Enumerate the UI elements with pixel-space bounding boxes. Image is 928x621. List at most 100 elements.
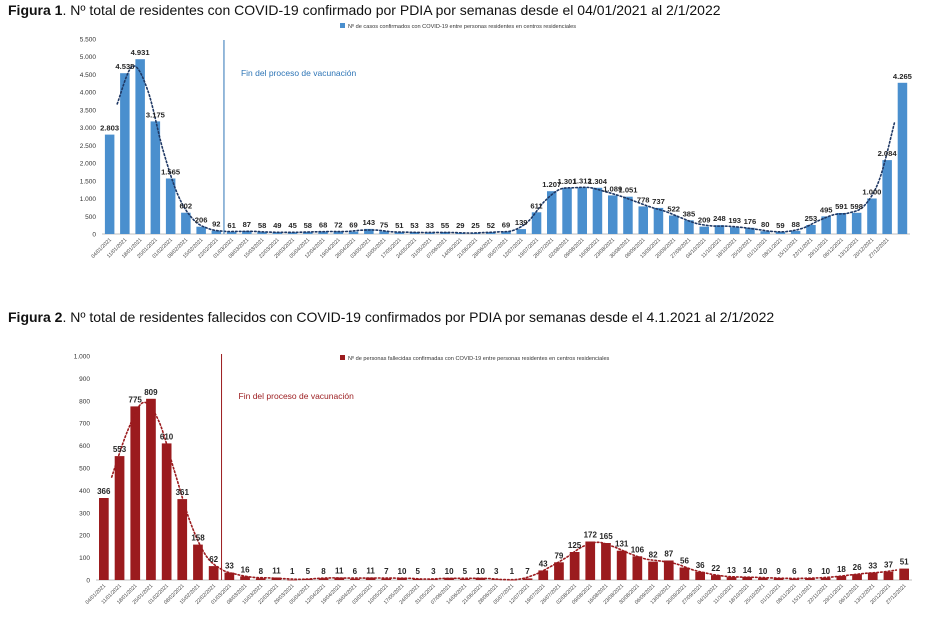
fig1-trend-line xyxy=(116,65,896,234)
fig1-data-label: 139 xyxy=(515,218,528,227)
fig2-bar xyxy=(554,562,564,580)
fig1-y-tick-label: 4.000 xyxy=(80,90,97,97)
fig1-y-tick-label: 500 xyxy=(85,214,96,221)
fig1-bar xyxy=(821,216,831,234)
fig2-data-label: 33 xyxy=(868,562,877,571)
fig1-data-label: 385 xyxy=(683,209,696,218)
fig1-bar xyxy=(638,206,648,234)
fig1-bar xyxy=(120,73,130,234)
fig2-data-label: 553 xyxy=(113,445,127,454)
fig2-bar xyxy=(805,578,815,580)
fig2-bar xyxy=(318,578,329,580)
fig1-data-label: 253 xyxy=(805,214,818,223)
fig2-legend-swatch xyxy=(340,355,345,360)
fig1-data-label: 80 xyxy=(761,220,769,229)
fig2-y-tick-label: 600 xyxy=(79,443,90,450)
fig1-data-label: 52 xyxy=(487,221,495,230)
fig1-bar xyxy=(181,212,191,234)
fig1-bar xyxy=(165,178,176,234)
fig1-data-label: 25 xyxy=(471,221,480,230)
fig2-y-tick-label: 300 xyxy=(79,510,90,517)
fig2-data-label: 62 xyxy=(209,555,218,564)
fig2-bar xyxy=(867,572,878,580)
fig1-bar xyxy=(364,228,374,234)
fig2-data-label: 10 xyxy=(758,567,767,576)
fig1-data-label: 1.000 xyxy=(862,188,881,197)
fig1-data-label: 598 xyxy=(850,202,863,211)
fig1-data-label: 68 xyxy=(319,221,327,230)
fig1-bar xyxy=(135,59,145,235)
fig1-data-label: 611 xyxy=(530,201,543,210)
fig2-bar xyxy=(459,578,470,580)
fig2-data-label: 8 xyxy=(259,567,264,576)
fig1-data-label: 2.803 xyxy=(100,124,119,133)
fig2-bar xyxy=(569,552,580,580)
fig1-bar xyxy=(150,121,161,234)
fig1-data-label: 49 xyxy=(273,221,281,230)
fig1-data-label: 602 xyxy=(179,202,192,211)
fig2-bar xyxy=(663,560,674,580)
fig2-bar xyxy=(711,575,721,580)
fig1-bar xyxy=(547,191,557,234)
fig2-bar xyxy=(726,577,737,580)
fig1-bar xyxy=(196,226,206,234)
fig2-bar xyxy=(585,541,596,580)
fig2-data-label: 8 xyxy=(321,567,326,576)
fig1-data-label: 4.265 xyxy=(893,72,913,81)
fig2-data-label: 82 xyxy=(649,551,658,560)
fig2-bar xyxy=(287,579,297,581)
fig1-bar xyxy=(242,230,252,234)
fig1-bar xyxy=(348,231,359,234)
fig2-data-label: 10 xyxy=(821,567,830,576)
fig2-bar xyxy=(820,577,831,580)
fig2-bar xyxy=(255,578,266,580)
fig1-data-label: 3.175 xyxy=(146,110,166,119)
fig1-bar xyxy=(516,229,526,234)
figure-1-chart: Nº de casos confirmados con COVID-19 ent… xyxy=(80,23,913,260)
fig2-data-label: 1 xyxy=(290,567,295,576)
fig1-data-label: 1.565 xyxy=(161,168,181,177)
fig2-data-label: 13 xyxy=(727,566,736,575)
fig2-data-label: 18 xyxy=(837,565,846,574)
fig1-data-label: 72 xyxy=(334,220,342,229)
figure-2-title-text: . Nº total de residentes fallecidos con … xyxy=(62,309,775,325)
fig2-data-label: 87 xyxy=(664,550,673,559)
fig1-bar xyxy=(684,220,694,234)
fig1-data-label: 1.312 xyxy=(573,177,592,186)
fig1-data-label: 1.304 xyxy=(588,177,608,186)
fig1-bar xyxy=(714,225,725,234)
fig1-y-tick-label: 3.000 xyxy=(80,125,97,132)
fig1-bar xyxy=(562,187,572,234)
fig2-data-label: 5 xyxy=(306,567,311,576)
fig2-data-label: 3 xyxy=(431,567,436,576)
fig2-data-label: 5 xyxy=(463,567,468,576)
fig1-data-label: 58 xyxy=(258,221,266,230)
fig1-y-tick-label: 1.500 xyxy=(80,178,97,185)
fig2-data-label: 10 xyxy=(398,567,407,576)
fig1-bar xyxy=(592,187,603,234)
fig1-data-label: 69 xyxy=(349,221,357,230)
fig1-data-label: 193 xyxy=(728,216,741,225)
fig2-data-label: 37 xyxy=(884,561,893,570)
fig2-y-tick-label: 400 xyxy=(79,488,90,495)
fig2-data-label: 6 xyxy=(792,567,797,576)
fig1-data-label: 778 xyxy=(637,195,650,204)
fig1-bar xyxy=(790,230,801,234)
fig2-bar xyxy=(758,577,768,580)
fig1-bar xyxy=(669,215,679,234)
fig1-bar xyxy=(425,232,435,234)
fig2-trend-line xyxy=(110,401,898,581)
fig2-data-label: 9 xyxy=(776,567,781,576)
fig2-y-tick-label: 1.000 xyxy=(74,354,91,361)
fig1-bar xyxy=(272,232,283,234)
fig1-bar xyxy=(577,187,587,234)
fig2-data-label: 22 xyxy=(711,564,720,573)
fig2-y-tick-label: 700 xyxy=(79,421,90,428)
fig1-data-label: 58 xyxy=(304,221,312,230)
figure-2-title: Figura 2. Nº total de residentes falleci… xyxy=(8,309,774,325)
fig2-data-label: 7 xyxy=(525,567,530,576)
fig1-data-label: 69 xyxy=(502,221,510,230)
fig1-bar xyxy=(836,213,847,234)
fig2-bar xyxy=(679,567,690,580)
fig1-bar xyxy=(653,207,664,234)
